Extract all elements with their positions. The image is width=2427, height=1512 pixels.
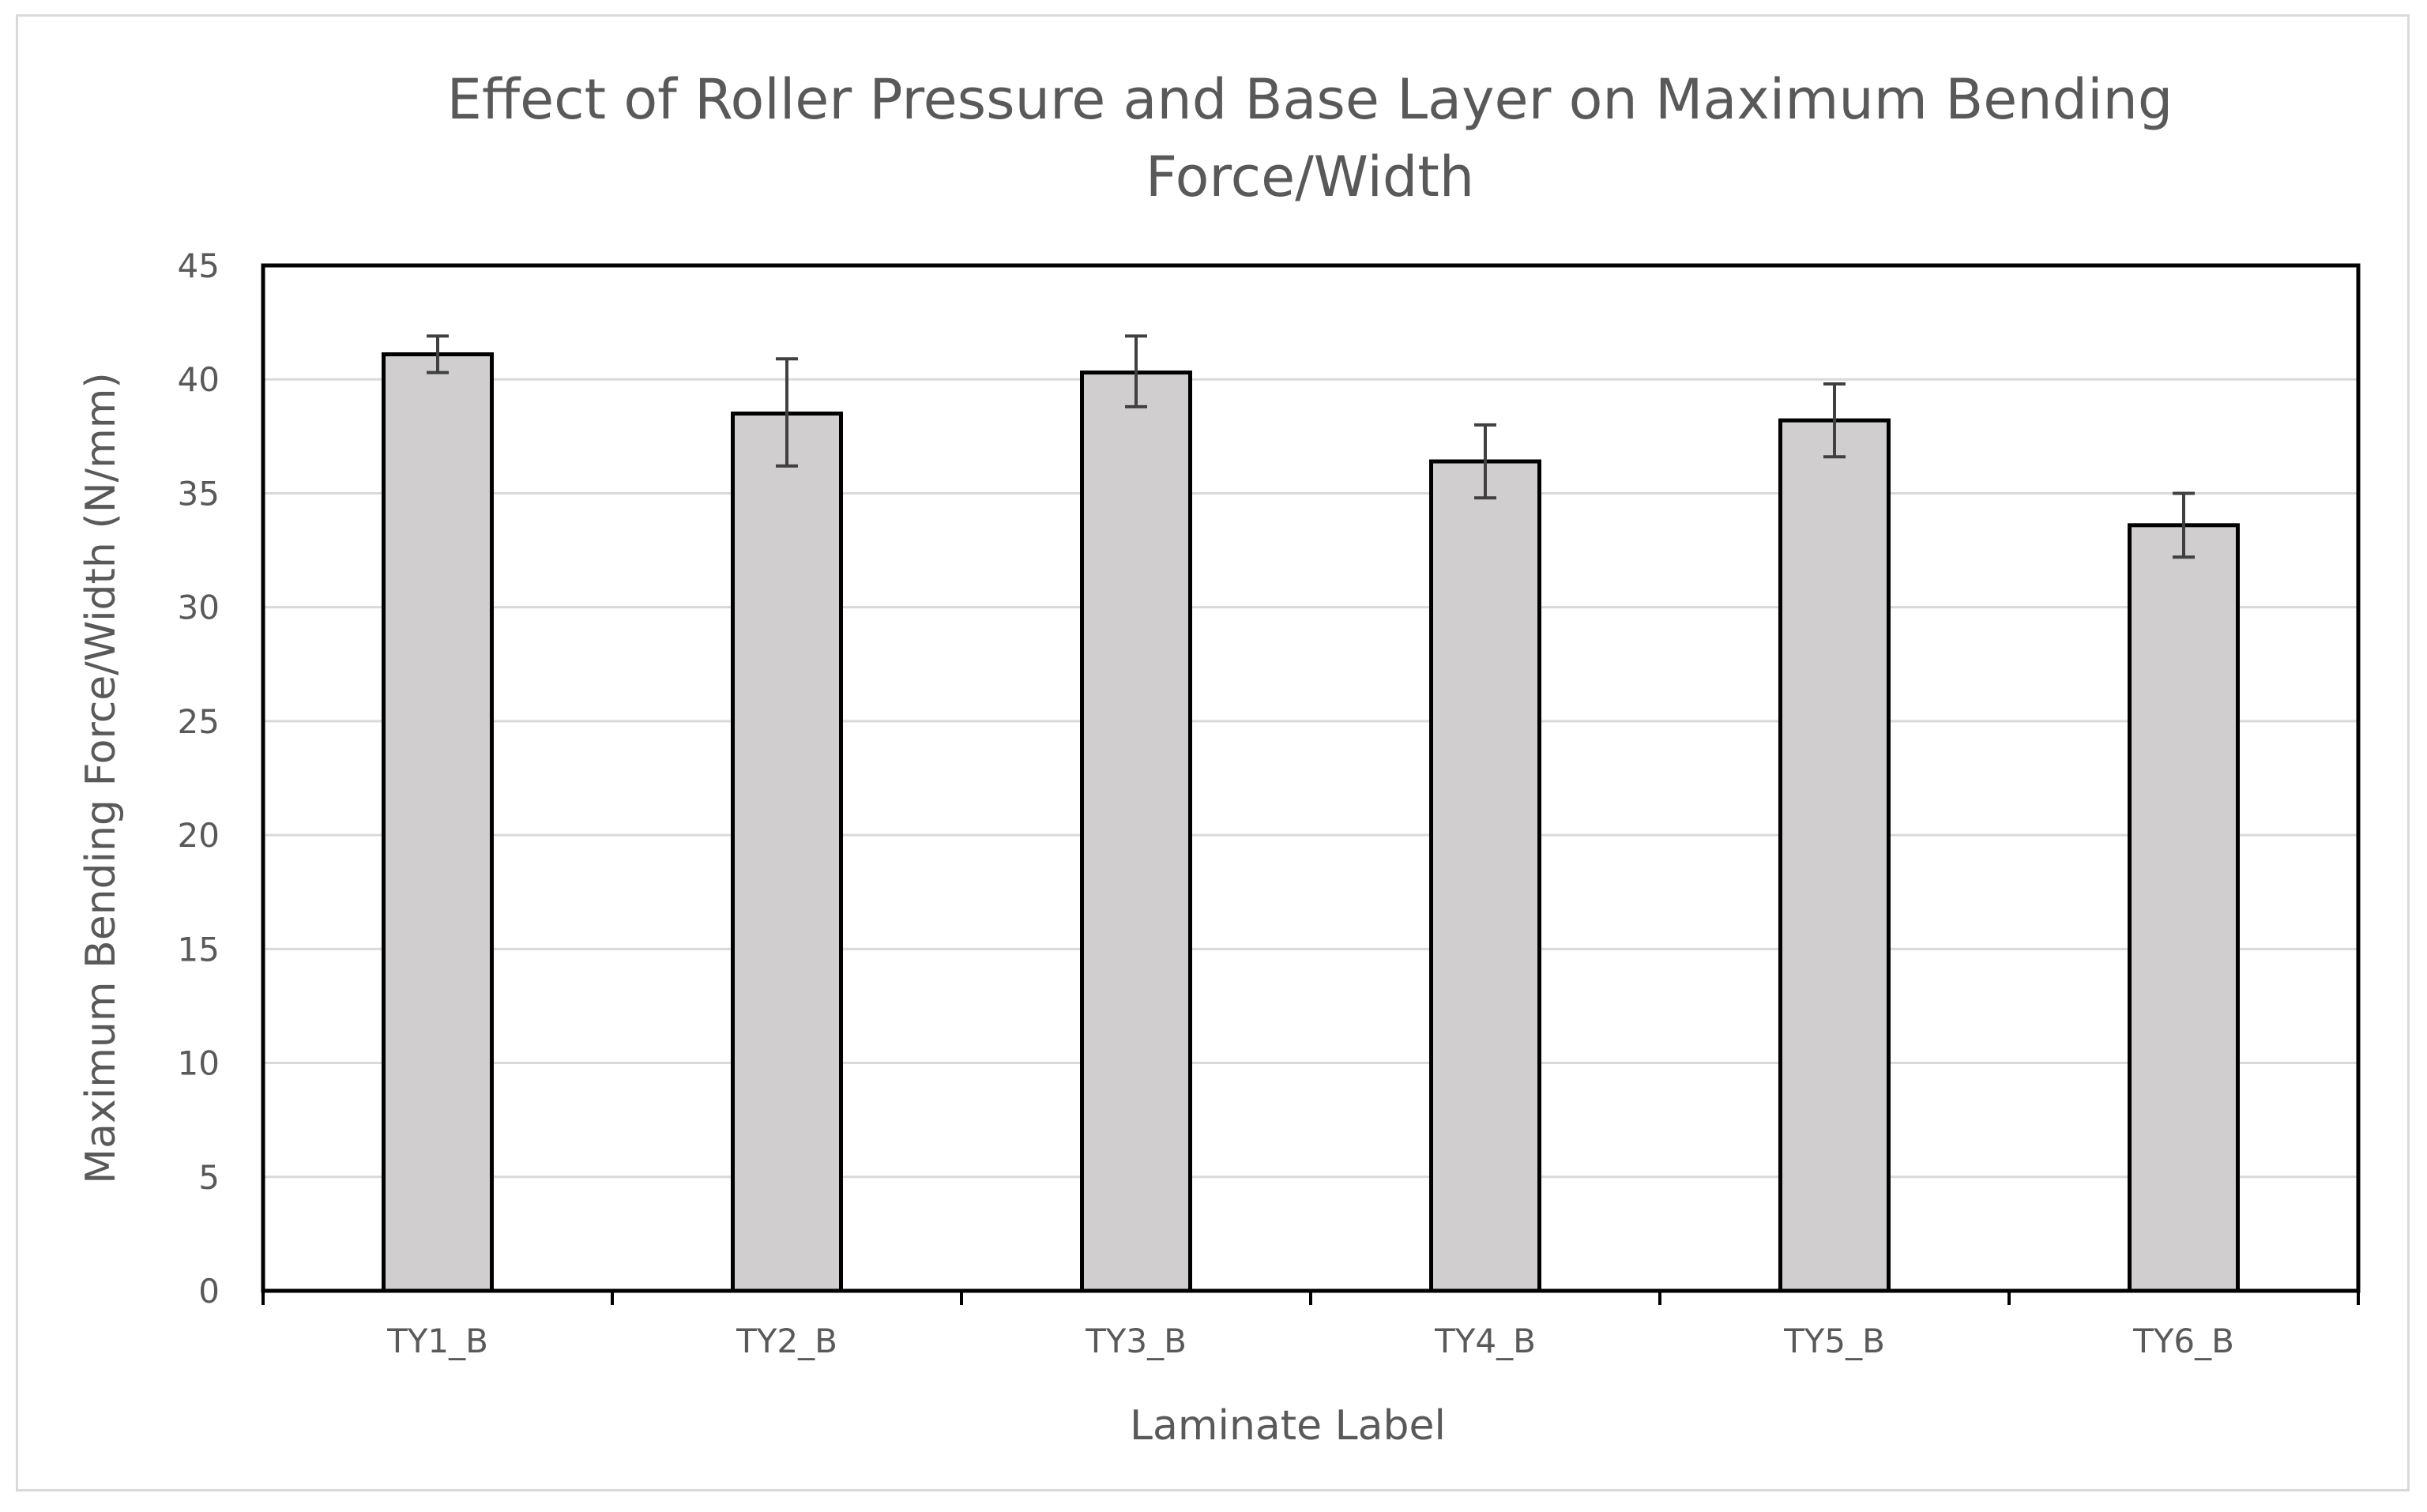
- bar-TY1_B: [382, 352, 494, 1293]
- gridlines: [263, 264, 2358, 1179]
- bar-TY6_B: [2128, 523, 2240, 1293]
- bar-TY5_B: [1778, 418, 1891, 1293]
- error-bar-TY4_B: [1474, 423, 1496, 500]
- y-tick-label-40: 40: [178, 360, 220, 399]
- error-bar-TY5_B: [1823, 382, 1846, 459]
- error-bar-TY6_B: [2173, 491, 2195, 559]
- x-tick-label-TY5_B: TY5_B: [1783, 1322, 1885, 1360]
- error-bars: [427, 334, 2195, 559]
- x-tick-label-TY3_B: TY3_B: [1085, 1322, 1187, 1360]
- y-tick-labels: 0 5 10 15 20 25 30 35 40 45: [178, 246, 220, 1311]
- y-tick-label-15: 15: [178, 930, 220, 969]
- error-bar-TY2_B: [776, 357, 798, 468]
- y-tick-label-25: 25: [178, 702, 220, 741]
- x-tick-labels: TY1_B TY2_B TY3_B TY4_B TY5_B TY6_B: [386, 1322, 2234, 1360]
- bar-TY3_B: [1080, 370, 1192, 1293]
- y-axis-title: Maximum Bending Force/Width (N/mm): [77, 372, 125, 1183]
- y-tick-label-0: 0: [198, 1272, 220, 1311]
- x-tick-label-TY4_B: TY4_B: [1434, 1322, 1536, 1360]
- chart-title-line-1: Effect of Roller Pressure and Base Layer…: [447, 67, 2173, 132]
- y-tick-label-5: 5: [198, 1158, 220, 1197]
- x-axis-title: Laminate Label: [1130, 1402, 1446, 1450]
- y-tick-label-30: 30: [178, 589, 220, 627]
- plot-area-border: [261, 263, 2361, 1293]
- y-tick-label-35: 35: [178, 474, 220, 513]
- chart-title-line-2: Force/Width: [1146, 145, 1474, 209]
- x-tick-label-TY1_B: TY1_B: [386, 1322, 488, 1360]
- error-bar-TY3_B: [1125, 334, 1147, 408]
- x-tick-label-TY6_B: TY6_B: [2132, 1322, 2234, 1360]
- axes: [261, 263, 2361, 1305]
- x-tick-label-TY2_B: TY2_B: [736, 1322, 837, 1360]
- y-tick-label-45: 45: [178, 246, 220, 285]
- bar-TY4_B: [1429, 459, 1541, 1293]
- chart-title: Effect of Roller Pressure and Base Layer…: [447, 67, 2173, 209]
- y-tick-label-10: 10: [178, 1044, 220, 1083]
- y-tick-label-20: 20: [178, 816, 220, 855]
- bar-TY2_B: [731, 411, 843, 1293]
- bars: [382, 352, 2240, 1293]
- error-bar-TY1_B: [427, 334, 449, 374]
